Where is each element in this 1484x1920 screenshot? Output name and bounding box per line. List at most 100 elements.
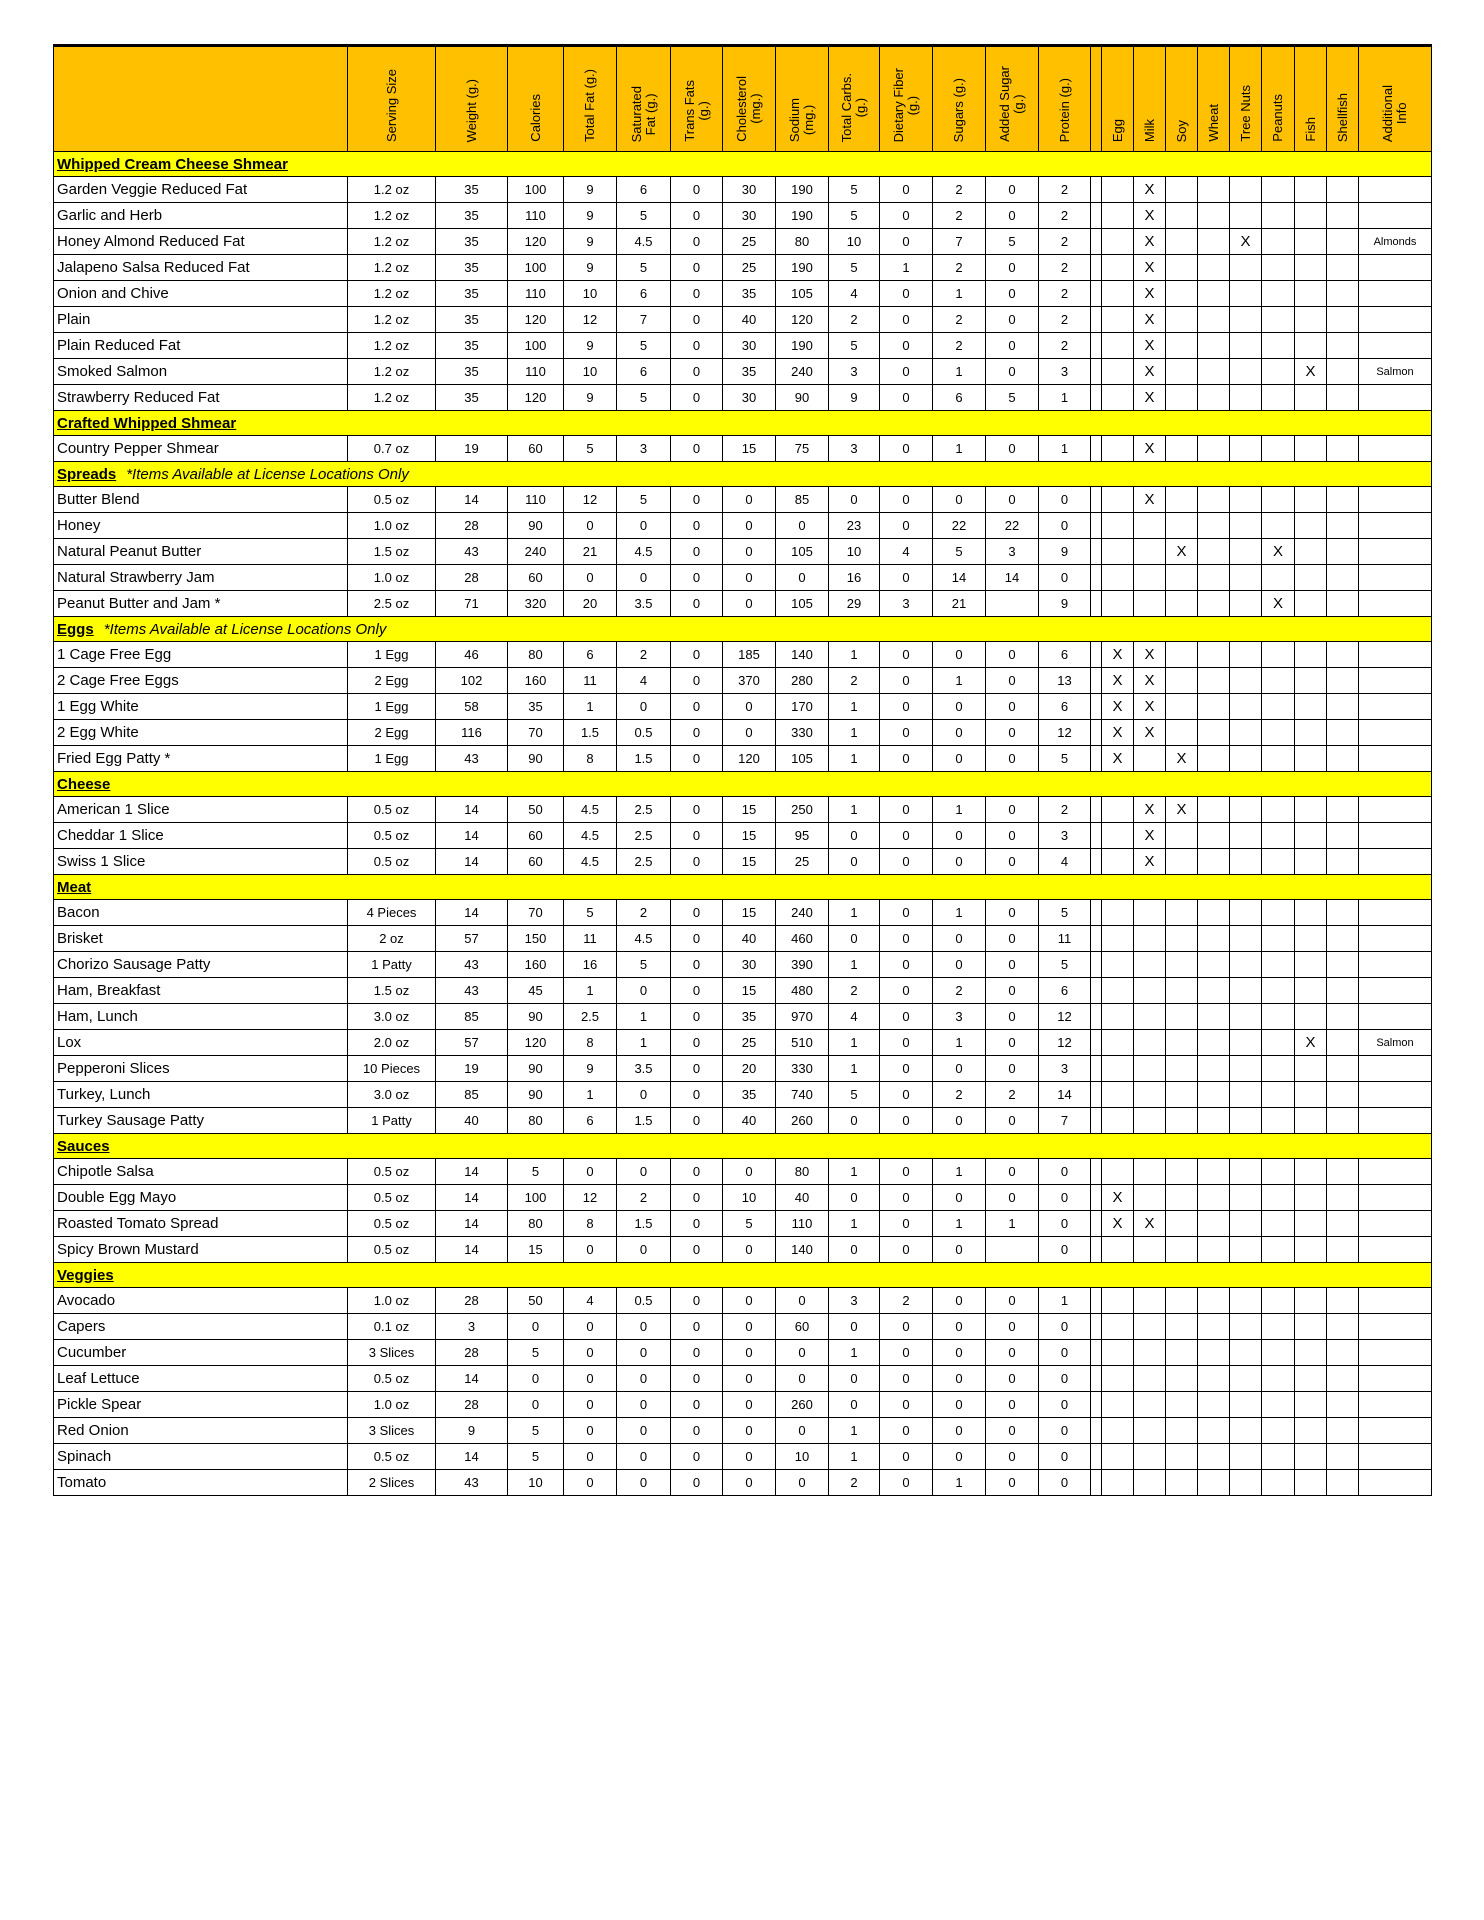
allergen-tree-nuts [1229, 719, 1262, 746]
cell-serving-size: 1.2 oz [347, 306, 436, 333]
allergen-peanuts [1261, 254, 1295, 281]
cell-total-carbs-g: 1 [828, 693, 880, 720]
cell-serving-size: 0.5 oz [347, 486, 436, 513]
section-note: *Items Available at License Locations On… [103, 620, 387, 638]
additional-info [1358, 1081, 1432, 1108]
cell-serving-size: 2 Egg [347, 719, 436, 746]
additional-info [1358, 951, 1432, 978]
cell-cholesterol-mg: 0 [722, 719, 776, 746]
gap-cell [1090, 1339, 1102, 1366]
allergen-milk [1133, 1236, 1166, 1263]
cell-added-sugar-g: 0 [985, 719, 1039, 746]
cell-added-sugar-g: 2 [985, 1081, 1039, 1108]
cell-calories: 100 [507, 332, 564, 359]
cell-weight-g: 116 [435, 719, 508, 746]
cell-saturated-fat-g: 0.5 [616, 719, 671, 746]
allergen-peanuts [1261, 176, 1295, 203]
cell-dietary-fiber-g: 0 [879, 899, 933, 926]
allergen-tree-nuts [1229, 1313, 1262, 1340]
allergen-wheat [1197, 796, 1230, 823]
allergen-peanuts [1261, 641, 1295, 668]
cell-cholesterol-mg: 30 [722, 202, 776, 229]
allergen-fish [1294, 1469, 1327, 1496]
cell-cholesterol-mg: 185 [722, 641, 776, 668]
cell-total-fat-g: 1.5 [563, 719, 617, 746]
cell-saturated-fat-g: 0 [616, 1313, 671, 1340]
allergen-shellfish [1326, 512, 1359, 539]
allergen-wheat [1197, 899, 1230, 926]
allergen-wheat [1197, 1313, 1230, 1340]
allergen-egg: X [1101, 1184, 1134, 1211]
cell-added-sugar-g: 0 [985, 1339, 1039, 1366]
cell-weight-g: 35 [435, 176, 508, 203]
cell-dietary-fiber-g: 0 [879, 306, 933, 333]
cell-weight-g: 9 [435, 1417, 508, 1444]
header-label: Calories [527, 94, 543, 142]
allergen-milk [1133, 1287, 1166, 1314]
allergen-shellfish [1326, 1081, 1359, 1108]
cell-protein-g: 9 [1038, 590, 1091, 617]
additional-info [1358, 254, 1432, 281]
cell-total-carbs-g: 5 [828, 332, 880, 359]
item-name: 1 Cage Free Egg [53, 641, 348, 668]
gap-cell [1090, 796, 1102, 823]
cell-total-carbs-g: 10 [828, 228, 880, 255]
cell-cholesterol-mg: 15 [722, 822, 776, 849]
additional-info [1358, 1469, 1432, 1496]
table-row: 2 Cage Free Eggs 2 Egg 102 160 11 4 0 370 280 2 0 1… [53, 667, 1432, 694]
cell-total-carbs-g: 2 [828, 667, 880, 694]
cell-trans-fats-g: 0 [670, 202, 723, 229]
cell-trans-fats-g: 0 [670, 1055, 723, 1082]
allergen-fish [1294, 796, 1327, 823]
cell-added-sugar-g: 0 [985, 693, 1039, 720]
cell-sugars-g: 3 [932, 1003, 986, 1030]
allergen-egg [1101, 202, 1134, 229]
cell-sugars-g: 7 [932, 228, 986, 255]
cell-protein-g: 3 [1038, 358, 1091, 385]
cell-sodium-mg: 80 [775, 1158, 829, 1185]
cell-total-fat-g: 0 [563, 1391, 617, 1418]
cell-dietary-fiber-g: 2 [879, 1287, 933, 1314]
allergen-shellfish [1326, 1003, 1359, 1030]
cell-calories: 120 [507, 228, 564, 255]
header-label: Cholesterol (mg.) [734, 76, 763, 142]
cell-trans-fats-g: 0 [670, 1365, 723, 1392]
allergen-tree-nuts [1229, 176, 1262, 203]
allergen-milk [1133, 951, 1166, 978]
cell-weight-g: 57 [435, 1029, 508, 1056]
table-row: Fried Egg Patty * 1 Egg 43 90 8 1.5 0 120 105 1 0 0… [53, 745, 1432, 772]
cell-dietary-fiber-g: 0 [879, 822, 933, 849]
cell-protein-g: 12 [1038, 1003, 1091, 1030]
allergen-tree-nuts [1229, 538, 1262, 565]
allergen-fish [1294, 925, 1327, 952]
header-serving-size: Serving Size [347, 44, 436, 152]
gap-cell [1090, 1107, 1102, 1134]
allergen-peanuts [1261, 332, 1295, 359]
cell-calories: 5 [507, 1417, 564, 1444]
cell-protein-g: 2 [1038, 306, 1091, 333]
cell-protein-g: 1 [1038, 435, 1091, 462]
gap-cell [1090, 512, 1102, 539]
section-title: Spreads [57, 465, 117, 483]
cell-sugars-g: 0 [932, 925, 986, 952]
gap-cell [1090, 590, 1102, 617]
cell-sodium-mg: 0 [775, 564, 829, 591]
allergen-shellfish [1326, 925, 1359, 952]
cell-protein-g: 13 [1038, 667, 1091, 694]
cell-sugars-g: 6 [932, 384, 986, 411]
cell-total-fat-g: 20 [563, 590, 617, 617]
allergen-milk: X [1133, 667, 1166, 694]
allergen-wheat [1197, 176, 1230, 203]
gap-cell [1090, 1287, 1102, 1314]
additional-info [1358, 1339, 1432, 1366]
item-name: Swiss 1 Slice [53, 848, 348, 875]
cell-total-fat-g: 0 [563, 1158, 617, 1185]
header-label: Sodium (mg.) [787, 97, 816, 142]
allergen-fish [1294, 280, 1327, 307]
allergen-tree-nuts [1229, 1003, 1262, 1030]
cell-calories: 45 [507, 977, 564, 1004]
cell-protein-g: 0 [1038, 1469, 1091, 1496]
cell-total-carbs-g: 1 [828, 1029, 880, 1056]
allergen-fish [1294, 1313, 1327, 1340]
allergen-milk: X [1133, 306, 1166, 333]
